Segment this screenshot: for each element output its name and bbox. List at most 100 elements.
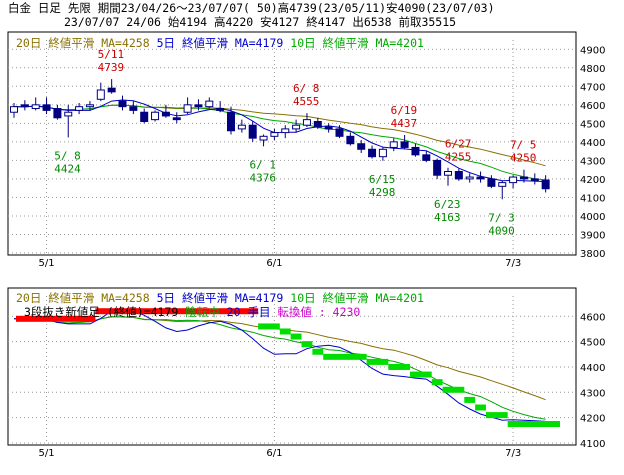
- new-price-bar: [16, 315, 96, 322]
- x-tick-label: 5/1: [39, 448, 55, 459]
- candle-body: [465, 176, 474, 180]
- candle-body: [248, 124, 257, 139]
- candle-body: [378, 148, 387, 158]
- kagi-sub-legend: 3段抜き新値足 (終値)=4179 陰転中 20 手目 転換値 : 4230: [24, 305, 360, 319]
- legend-entry: 5日 終値平滑 MA=4179: [150, 36, 284, 50]
- candle-body: [476, 176, 485, 180]
- candle-body: [237, 124, 246, 130]
- candle-body: [129, 106, 138, 111]
- candle-body: [205, 100, 214, 108]
- candle-body: [42, 104, 51, 111]
- candle-body: [422, 154, 431, 161]
- candle-body: [259, 135, 268, 141]
- annotation-value: 4424: [54, 162, 81, 175]
- annotation-date: 5/11: [98, 48, 125, 61]
- y-tick-label: 4100: [580, 193, 605, 204]
- candle-body: [411, 146, 420, 156]
- candle-body: [487, 178, 496, 187]
- candle-body: [151, 111, 160, 121]
- candle-body: [10, 106, 18, 113]
- annotation-date: 6/ 8: [293, 82, 320, 95]
- new-price-bar: [442, 386, 465, 393]
- candle-body: [161, 111, 170, 117]
- annotation-date: 7/ 5: [510, 139, 537, 152]
- candle-body: [96, 89, 105, 100]
- annotation-date: 6/19: [391, 104, 418, 117]
- legend-entry: 20日 終値平滑 MA=4258: [16, 36, 150, 50]
- annotation-date: 6/27: [445, 138, 472, 151]
- header-line1: 白金 日足 先限 期間23/04/26～23/07/07( 50)高4739(2…: [8, 1, 495, 15]
- kagi-y-ticks: 4600 4500 4400 4300 4200 4100: [580, 312, 605, 450]
- new-price-bar: [410, 371, 432, 378]
- new-price-bar: [431, 379, 443, 386]
- y-tick-label: 4500: [580, 119, 605, 130]
- candle-body: [85, 104, 94, 108]
- x-tick-label: 6/1: [266, 448, 282, 459]
- kagi-legend: 20日 終値平滑 MA=4258 5日 終値平滑 MA=4179 10日 終値平…: [16, 291, 424, 305]
- annotation-value: 4739: [98, 61, 125, 74]
- candle-body: [270, 132, 279, 137]
- new-price-bar: [366, 358, 389, 365]
- new-price-bar: [464, 396, 476, 403]
- ma10-path: [14, 104, 546, 181]
- annotation-value: 4437: [391, 117, 418, 130]
- candle-body: [324, 126, 333, 130]
- header-line2: 23/07/07 24/06 始4194 高4220 安4127 終4147 出…: [64, 15, 456, 29]
- candle-body: [541, 179, 550, 190]
- candle-body: [281, 128, 290, 134]
- new-price-bar: [95, 308, 259, 315]
- kagi-panel: 4600 4500 4400 4300 4200 4100 5/1 6/1 7/3 20日 終…: [7, 287, 605, 459]
- new-price-bar: [312, 348, 324, 355]
- candle-body: [313, 120, 322, 128]
- x-tick-label: 7/3: [505, 448, 521, 459]
- y-tick-label: 3800: [580, 249, 605, 260]
- candle-body: [118, 100, 127, 108]
- legend-entry: 10日 終値平滑 MA=4201: [283, 291, 424, 305]
- ma5-path: [14, 309, 546, 422]
- x-tick-label: 5/1: [39, 258, 55, 269]
- new-price-bar: [507, 420, 560, 427]
- annotation-value: 4255: [445, 151, 472, 164]
- y-tick-label: 4100: [580, 439, 605, 450]
- y-tick-label: 4400: [580, 363, 605, 374]
- new-price-bar: [323, 353, 367, 360]
- price-legend: 20日 終値平滑 MA=4258 5日 終値平滑 MA=4179 10日 終値平…: [16, 36, 424, 50]
- sub-legend-entry: 3段抜き新値足 (終値)=4179: [24, 305, 178, 319]
- candle-body: [519, 176, 528, 180]
- new-price-bar: [485, 412, 508, 419]
- candle-body: [389, 141, 398, 148]
- candle-body: [31, 104, 40, 110]
- y-tick-label: 4700: [580, 82, 605, 93]
- y-tick-label: 4500: [580, 338, 605, 349]
- kagi-ma5-line: [14, 309, 546, 422]
- candle-body: [227, 111, 235, 132]
- legend-entry: 10日 終値平滑 MA=4201: [283, 36, 424, 50]
- x-tick-label: 7/3: [505, 258, 521, 269]
- annotation-value: 4298: [369, 186, 396, 199]
- legend-entry: 5日 終値平滑 MA=4179: [150, 291, 284, 305]
- annotation-value: 4090: [488, 224, 515, 237]
- candle-body: [183, 104, 192, 113]
- candle-body: [107, 87, 116, 93]
- annotation-value: 4250: [510, 152, 537, 165]
- price-panel-frame: [7, 31, 577, 256]
- candle-body: [530, 178, 539, 182]
- annotation-value: 4555: [293, 95, 320, 108]
- price-x-ticks: 5/1 6/1 7/3: [39, 258, 522, 269]
- candle-body: [368, 148, 377, 158]
- y-tick-label: 4400: [580, 138, 605, 149]
- candle-body: [346, 135, 355, 145]
- candle-body: [194, 104, 203, 108]
- y-tick-label: 4600: [580, 101, 605, 112]
- new-price-bars: [16, 308, 560, 427]
- price-grid: [8, 40, 576, 254]
- sub-legend-entry: 20 手目: [227, 305, 278, 319]
- candle-body: [433, 159, 442, 176]
- price-y-ticks: 4900 4800 4700 4600 4500 4400 4300 4200 4100 4000…: [580, 45, 605, 260]
- new-price-bar: [290, 333, 302, 340]
- y-tick-label: 4200: [580, 175, 605, 186]
- y-tick-label: 4300: [580, 388, 605, 399]
- annotation-value: 4376: [250, 171, 276, 184]
- candle-body: [140, 111, 149, 122]
